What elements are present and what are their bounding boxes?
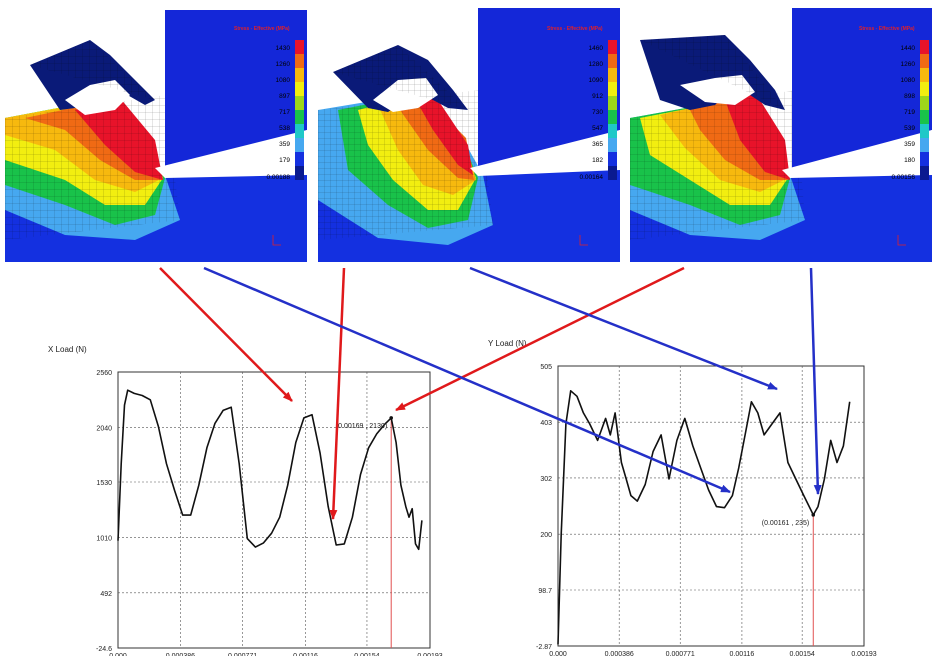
axis-triad-icon — [897, 235, 906, 246]
probe-annotation: (0.00169 , 2130) — [336, 423, 387, 430]
x-tick-label: 0.00154 — [354, 653, 379, 656]
fem-plot-2: Stress - Effective (MPa) 1460 1280 1090 … — [318, 8, 620, 262]
fem-plot-1: Stress - Effective (MPa) 1430 1260 1080 … — [5, 10, 307, 262]
y-tick-label: 98.7 — [538, 588, 552, 595]
legend-value: 547 — [592, 125, 603, 132]
legend-value: 0.00156 — [892, 174, 916, 181]
x-tick-label: 0.00193 — [417, 653, 442, 656]
legend-value: 0.00164 — [580, 174, 604, 181]
x-tick-label: 0.00154 — [790, 651, 815, 656]
y-load-chart: 0.000 0.000386 0.000771 0.00116 0.00154 0.001… — [472, 339, 934, 656]
x-load-chart: 0.000 0.000386 0.000771 0.00116 0.00154 0.001… — [0, 340, 470, 656]
axis-triad-icon — [579, 235, 588, 246]
x-load-plot: 0.000 0.000386 0.000771 0.00116 0.00154 0.001… — [48, 345, 443, 656]
legend-value: 898 — [904, 93, 915, 100]
legend-value: 0.00188 — [267, 174, 291, 181]
y-tick-label: 1010 — [96, 536, 112, 543]
legend-value: 912 — [592, 93, 603, 100]
x-tick-label: 0.000386 — [605, 651, 634, 656]
y-tick-label: 2560 — [96, 370, 112, 377]
y-tick-label: 403 — [540, 420, 552, 427]
y-tick-label: 1530 — [96, 480, 112, 487]
y-tick-label: 200 — [540, 532, 552, 539]
legend-value: 359 — [279, 141, 290, 148]
legend-value: 897 — [279, 93, 290, 100]
x-tick-label: 0.00193 — [851, 651, 876, 656]
legend-value: 719 — [904, 109, 915, 116]
legend-value: 1440 — [901, 45, 916, 52]
y-axis-label: Y Load (N) — [488, 339, 527, 348]
stress-panel-1: Stress - Effective (MPa) 1430 1260 1080 … — [5, 0, 307, 262]
y-axis-label: X Load (N) — [48, 345, 87, 354]
legend-value: 179 — [279, 157, 290, 164]
y-tick-label: 302 — [540, 476, 552, 483]
x-tick-label: 0.000386 — [166, 653, 195, 656]
legend-bar — [608, 40, 617, 180]
probe-point — [811, 513, 816, 517]
fem-plot-3: Stress - Effective (MPa) 1440 1260 1080 … — [630, 8, 932, 262]
legend-value: 538 — [279, 125, 290, 132]
legend-value: 180 — [904, 157, 915, 164]
legend-value: 182 — [592, 157, 603, 164]
y-tick-label: -2.87 — [536, 644, 552, 651]
legend-value: 730 — [592, 109, 603, 116]
y-tick-label: 492 — [100, 591, 112, 598]
legend-bar — [920, 40, 929, 180]
x-tick-label: 0.00116 — [293, 653, 318, 656]
x-tick-label: 0.000 — [549, 651, 567, 656]
probe-point — [389, 416, 394, 420]
legend-value: 1090 — [589, 77, 604, 84]
legend-value: 1430 — [276, 45, 291, 52]
y-tick-label: 2040 — [96, 426, 112, 433]
x-tick-label: 0.000771 — [666, 651, 695, 656]
legend-value: 1080 — [276, 77, 291, 84]
stress-panel-2: Stress - Effective (MPa) 1460 1280 1090 … — [318, 0, 620, 262]
legend-bar — [295, 40, 304, 180]
x-tick-label: 0.000 — [109, 653, 127, 656]
y-tick-label: 505 — [540, 364, 552, 371]
x-tick-label: 0.00116 — [730, 651, 755, 656]
legend-value: 1260 — [276, 61, 291, 68]
axis-triad-icon — [272, 235, 281, 246]
legend-value: 365 — [592, 141, 603, 148]
stress-panel-3: Stress - Effective (MPa) 1440 1260 1080 … — [630, 0, 932, 262]
legend-value: 1260 — [901, 61, 916, 68]
legend-title: Stress - Effective (MPa) — [547, 26, 603, 32]
legend-value: 359 — [904, 141, 915, 148]
plot-frame — [117, 371, 431, 649]
legend-title: Stress - Effective (MPa) — [234, 26, 290, 32]
legend-value: 1460 — [589, 45, 604, 52]
y-load-plot: 0.000 0.000386 0.000771 0.00116 0.00154 0.001… — [488, 339, 877, 656]
legend-value: 1080 — [901, 77, 916, 84]
probe-annotation: (0.00161 , 235) — [762, 520, 809, 527]
y-tick-label: -24.6 — [96, 646, 112, 653]
legend-value: 717 — [279, 109, 290, 116]
legend-value: 539 — [904, 125, 915, 132]
legend-title: Stress - Effective (MPa) — [859, 26, 915, 32]
x-tick-label: 0.000771 — [228, 653, 257, 656]
legend-value: 1280 — [589, 61, 604, 68]
